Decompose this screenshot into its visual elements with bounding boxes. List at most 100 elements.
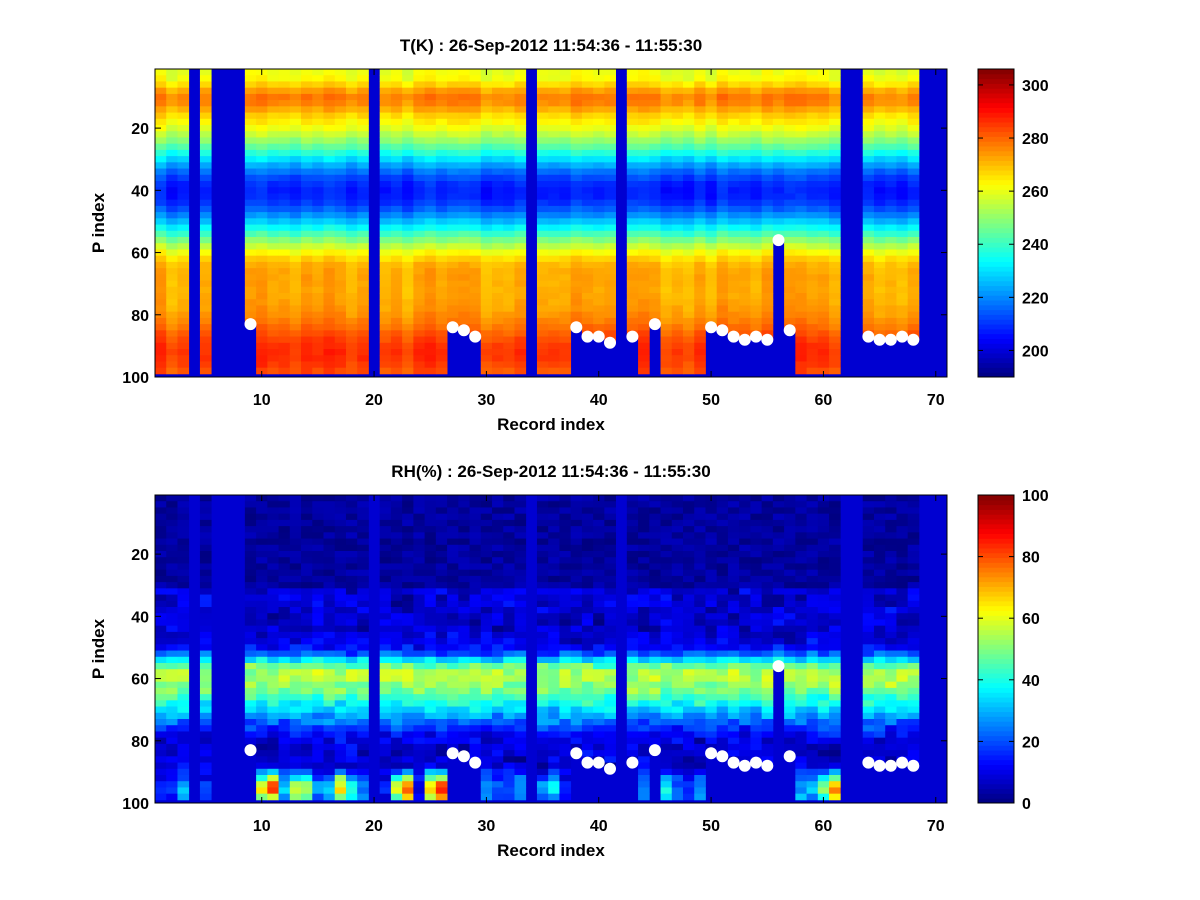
heatmap-cell [716, 600, 729, 608]
heatmap-cell [727, 507, 740, 515]
heatmap-cell [256, 336, 268, 344]
heatmap-cell [593, 137, 605, 145]
heatmap-cell [604, 181, 616, 188]
heatmap-cell [334, 274, 347, 281]
heatmap-cell [166, 212, 178, 219]
colorbar-segment [978, 165, 1014, 171]
heatmap-cell [638, 706, 650, 714]
heatmap-cell [301, 149, 313, 157]
heatmap-cell [604, 687, 616, 695]
heatmap-cell [480, 286, 493, 294]
heatmap-cell [896, 168, 909, 176]
heatmap-cell [289, 663, 302, 670]
heatmap-cell [357, 305, 369, 313]
heatmap-cell [267, 513, 279, 521]
heatmap-cell [256, 274, 268, 281]
heatmap-cell [559, 588, 572, 595]
heatmap-cell [278, 519, 291, 527]
heatmap-cell [166, 544, 178, 552]
heatmap-cell [199, 513, 212, 521]
heatmap-cell [492, 199, 504, 207]
heatmap-cell [873, 75, 886, 82]
heatmap-cell [885, 249, 897, 257]
heatmap-cell [413, 569, 426, 577]
heatmap-cell [559, 775, 572, 782]
heatmap-cell [739, 193, 751, 201]
heatmap-cell [660, 367, 673, 375]
heatmap-cell [739, 324, 751, 331]
heatmap-cell [772, 137, 785, 145]
heatmap-cell [671, 544, 684, 552]
heatmap-cell [492, 507, 504, 515]
heatmap-cell [267, 156, 279, 163]
heatmap-cell [323, 131, 336, 138]
heatmap-cell [638, 93, 650, 101]
heatmap-cell [559, 187, 572, 194]
heatmap-cell [177, 700, 190, 707]
heatmap-cell [649, 694, 661, 701]
heatmap-cell [390, 168, 403, 176]
heatmap-cell [649, 199, 661, 207]
heatmap-cell [570, 81, 583, 89]
heatmap-cell [503, 575, 515, 583]
heatmap-cell [379, 613, 392, 620]
heatmap-cell [896, 243, 909, 250]
heatmap-cell [829, 218, 841, 225]
heatmap-cell [671, 743, 684, 751]
heatmap-cell [581, 125, 594, 132]
heatmap-cell [289, 112, 302, 120]
heatmap-cell [492, 737, 504, 745]
heatmap-cell [301, 507, 313, 515]
heatmap-cell [581, 324, 594, 331]
heatmap-cell [795, 137, 807, 145]
heatmap-cell [155, 355, 167, 362]
heatmap-cell [357, 557, 369, 564]
heatmap-cell [301, 575, 313, 583]
heatmap-cell [301, 625, 313, 633]
heatmap-cell [514, 255, 527, 263]
heatmap-cell [278, 613, 291, 620]
heatmap-cell [390, 112, 403, 120]
heatmap-cell [806, 317, 819, 325]
heatmap-cell [424, 367, 437, 375]
heatmap-cell [492, 143, 504, 151]
heatmap-cell [873, 280, 886, 288]
heatmap-cell [694, 342, 706, 350]
heatmap-cell [559, 330, 572, 337]
heatmap-cell [492, 588, 504, 595]
heatmap-cell [638, 607, 650, 614]
heatmap-cell [514, 706, 527, 714]
heatmap-cell [739, 174, 751, 182]
heatmap-cell [323, 174, 336, 182]
heatmap-cell [559, 293, 572, 300]
heatmap-cell [458, 193, 470, 201]
heatmap-cell [390, 669, 403, 676]
heatmap-cell [390, 544, 403, 552]
heatmap-cell [638, 367, 650, 375]
heatmap-cell [683, 588, 695, 595]
heatmap-cell [256, 694, 268, 701]
heatmap-cell [660, 544, 673, 552]
heatmap-cell [492, 619, 504, 627]
heatmap-cell [435, 551, 448, 558]
heatmap-cell [334, 638, 347, 645]
heatmap-cell [379, 681, 392, 689]
heatmap-cell [492, 336, 504, 344]
heatmap-cell [177, 162, 190, 169]
heatmap-cell [795, 205, 807, 213]
heatmap-cell [739, 112, 751, 120]
heatmap-cell [312, 193, 324, 201]
heatmap-cell [896, 293, 909, 300]
heatmap-cell [155, 193, 167, 201]
heatmap-cell [536, 174, 549, 182]
heatmap-cell [705, 681, 718, 689]
heatmap-cell [402, 787, 414, 795]
heatmap-cell [570, 243, 583, 250]
heatmap-cell [638, 563, 650, 571]
heatmap-cell [896, 118, 909, 126]
heatmap-cell [660, 305, 673, 313]
heatmap-cell [345, 700, 358, 707]
heatmap-cell [480, 93, 493, 101]
heatmap-cell [716, 261, 729, 269]
heatmap-cell [559, 644, 572, 651]
